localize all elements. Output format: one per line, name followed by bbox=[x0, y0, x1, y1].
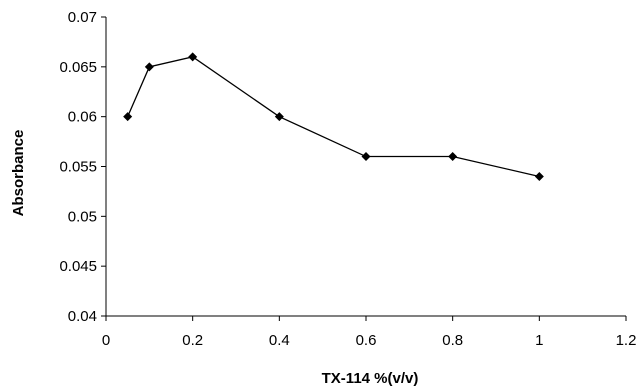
x-tick-label: 0.2 bbox=[182, 332, 203, 349]
y-axis-title: Absorbance bbox=[10, 130, 27, 217]
data-point-marker bbox=[274, 112, 284, 122]
y-tick-label: 0.045 bbox=[59, 258, 97, 275]
y-tick-label: 0.06 bbox=[68, 109, 97, 126]
x-tick-label: 1 bbox=[535, 332, 543, 349]
y-tick-label: 0.07 bbox=[68, 9, 97, 26]
data-point-marker bbox=[144, 62, 154, 72]
x-tick-label: 0 bbox=[102, 332, 110, 349]
series-line bbox=[127, 56, 540, 178]
x-axis-title: TX-114 %(v/v) bbox=[322, 370, 419, 387]
data-point-marker bbox=[534, 171, 544, 181]
y-tick-label: 0.065 bbox=[59, 59, 97, 76]
ticks: 0.04 0.045 0.05 0.055 0.06 0.065 0.07 0 0.2 0.4 0.… bbox=[59, 9, 636, 349]
y-tick-label: 0.04 bbox=[68, 308, 97, 325]
x-tick-label: 0.4 bbox=[269, 332, 290, 349]
data-point-marker bbox=[361, 152, 371, 162]
data-point-marker bbox=[188, 52, 198, 62]
x-tick-label: 0.6 bbox=[356, 332, 377, 349]
x-tick-label: 1.2 bbox=[616, 332, 636, 349]
data-point-marker bbox=[123, 112, 133, 122]
x-tick-label: 0.8 bbox=[442, 332, 463, 349]
series bbox=[123, 52, 544, 181]
y-tick-label: 0.05 bbox=[68, 208, 97, 225]
data-point-marker bbox=[448, 152, 458, 162]
y-tick-label: 0.055 bbox=[59, 159, 97, 176]
axes bbox=[105, 17, 626, 317]
